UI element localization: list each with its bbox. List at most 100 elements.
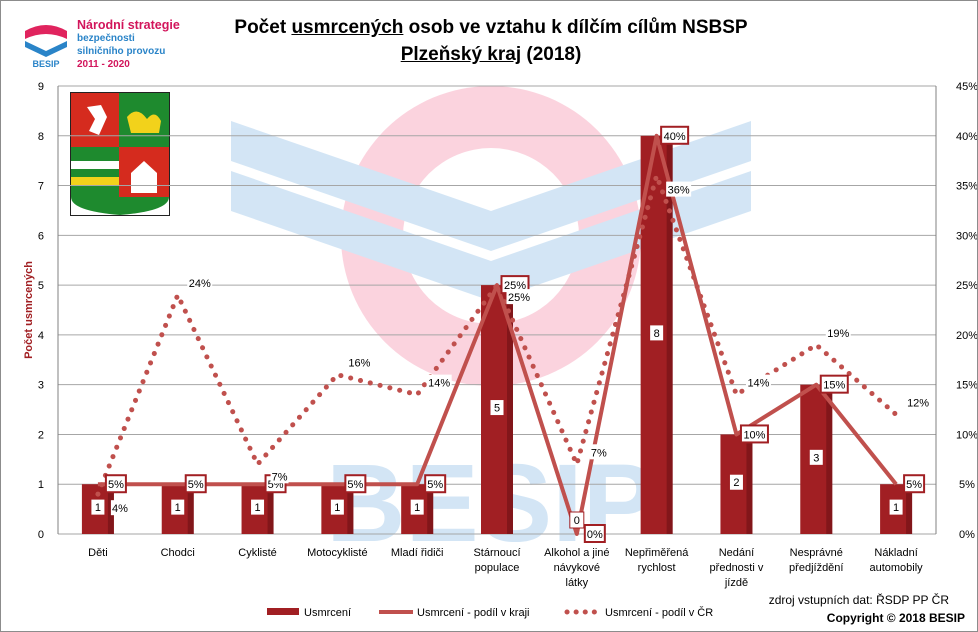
bar-label-box bbox=[888, 498, 904, 516]
copyright: Copyright © 2018 BESIP bbox=[826, 611, 965, 625]
dot-label-box bbox=[270, 468, 289, 484]
line-value-label: 5% bbox=[906, 479, 922, 491]
y2-tick-label: 5% bbox=[959, 479, 975, 491]
title-part-3: osob ve vztahu k dílčím cílům NSBSP bbox=[403, 17, 748, 38]
line-value-label: 5% bbox=[427, 479, 443, 491]
title-part-1: Počet bbox=[234, 17, 292, 38]
dot-value-label: 24% bbox=[189, 278, 211, 290]
dot-value-label: 4% bbox=[112, 503, 128, 515]
logo-badge-text: BESIP bbox=[32, 59, 59, 69]
logo-arc-icon bbox=[25, 25, 67, 39]
logo-wing-icon bbox=[25, 41, 67, 57]
dot-label-box bbox=[346, 354, 372, 370]
coat-of-arms-icon bbox=[70, 92, 170, 216]
line-label-box bbox=[819, 374, 849, 394]
y2-tick-label: 45% bbox=[956, 81, 977, 93]
bar-shade bbox=[187, 484, 194, 534]
bar-shade bbox=[826, 384, 833, 534]
bar-value-label: 1 bbox=[95, 502, 101, 514]
y2-tick-label: 20% bbox=[956, 330, 977, 342]
bar-shade bbox=[507, 285, 513, 534]
bar-label-box bbox=[409, 498, 425, 516]
title-line-2: Plzeňský kraj (2018) bbox=[161, 41, 821, 68]
x-tick-label: Alkohol a jiné bbox=[544, 547, 609, 559]
y-tick-label: 6 bbox=[38, 230, 44, 242]
line-series-path bbox=[97, 133, 898, 536]
x-tick-label: Stárnoucí bbox=[473, 547, 520, 559]
line-value-label: 10% bbox=[743, 429, 765, 441]
line-value-label: 5% bbox=[188, 479, 204, 491]
line-series bbox=[97, 133, 898, 536]
coat-quarter-stripes bbox=[71, 147, 119, 197]
strategy-line-1: Národní strategie bbox=[77, 18, 180, 32]
y2-tick-label: 10% bbox=[956, 429, 977, 441]
dot-label-box bbox=[589, 444, 608, 460]
bar-label-box bbox=[728, 473, 744, 491]
dot-value-label: 7% bbox=[272, 471, 288, 483]
line-label-box bbox=[583, 524, 606, 543]
line-value-label: 15% bbox=[823, 380, 845, 392]
line-value-label: 40% bbox=[664, 131, 686, 143]
x-tick-label: návykové bbox=[554, 562, 600, 574]
bar-shade bbox=[906, 484, 913, 534]
y2-tick-label: 0% bbox=[959, 529, 975, 541]
bar-value-label: 1 bbox=[175, 502, 181, 514]
dot-label-box bbox=[905, 394, 931, 410]
coat-stripe-yellow bbox=[71, 177, 119, 185]
legend-label-line: Usmrcení - podíl v kraji bbox=[417, 607, 529, 619]
dot-value-label: 12% bbox=[907, 398, 929, 410]
title-part-2: usmrcených bbox=[291, 17, 404, 38]
coat-lion-icon bbox=[87, 105, 107, 135]
bar-label-box bbox=[329, 498, 345, 516]
x-axis: Děti Chodci Cyklisté Motocyklisté Mladí řidi… bbox=[88, 547, 923, 589]
line-label-box bbox=[184, 474, 207, 494]
x-tick-label: Mladí řidiči bbox=[391, 547, 444, 559]
bar-label-box bbox=[90, 498, 106, 516]
line-label-box bbox=[660, 125, 690, 145]
bar-value-label: 8 bbox=[654, 328, 660, 340]
y2-axis: 0% 5% 10% 15% 20% 25% 30% 35% 40% 45% bbox=[956, 81, 977, 541]
subtitle-part-2: (2018) bbox=[521, 44, 582, 65]
dot-label-box bbox=[187, 275, 213, 291]
y2-tick-label: 30% bbox=[956, 230, 977, 242]
y-tick-label: 1 bbox=[38, 479, 44, 491]
y2-tick-label: 25% bbox=[956, 280, 977, 292]
dot-label-box bbox=[506, 289, 532, 305]
watermark-circle bbox=[341, 86, 641, 386]
x-tick-label: Děti bbox=[88, 547, 108, 559]
line-label-box bbox=[739, 424, 769, 444]
dot-value-label: 14% bbox=[747, 378, 769, 390]
dot-label-box bbox=[666, 181, 692, 197]
legend-label-bar: Usmrcení bbox=[304, 607, 351, 619]
dot-value-label: 25% bbox=[508, 292, 530, 304]
x-tick-label: Nedání bbox=[719, 547, 754, 559]
x-tick-label: Cyklisté bbox=[238, 547, 277, 559]
x-tick-label: předjíždění bbox=[789, 562, 843, 574]
bar-shade bbox=[427, 484, 434, 534]
watermark-circle-inner bbox=[403, 148, 579, 324]
x-tick-label: látky bbox=[566, 577, 589, 589]
subtitle-part-1: Plzeňský kraj bbox=[400, 44, 522, 65]
bar-label-box bbox=[170, 498, 186, 516]
line-label-box bbox=[344, 474, 367, 494]
bar-shade bbox=[267, 484, 274, 534]
y2-tick-label: 35% bbox=[956, 181, 977, 193]
line-label-box bbox=[424, 474, 447, 494]
dot-value-label: 14% bbox=[428, 378, 450, 390]
x-tick-label: přednosti v bbox=[710, 562, 764, 574]
bar-shade bbox=[746, 434, 753, 534]
coat-outline bbox=[70, 92, 170, 216]
y-tick-label: 5 bbox=[38, 280, 44, 292]
bar-label-box bbox=[250, 498, 266, 516]
y-tick-label: 9 bbox=[38, 81, 44, 93]
title-line-1: Počet usmrcených osob ve vztahu k dílčím… bbox=[161, 14, 821, 41]
coat-church-icon bbox=[131, 161, 157, 193]
bar-value-label: 1 bbox=[334, 502, 340, 514]
y2-tick-label: 15% bbox=[956, 380, 977, 392]
legend-label-dots: Usmrcení - podíl v ČR bbox=[605, 606, 713, 619]
x-tick-label: Nákladní bbox=[874, 547, 917, 559]
strategy-line-3: silničního provozu bbox=[77, 46, 166, 57]
chart-legend: Usmrcení Usmrcení - podíl v kraji Usmrcení… bbox=[267, 606, 713, 619]
bar-value-label: 1 bbox=[254, 502, 260, 514]
